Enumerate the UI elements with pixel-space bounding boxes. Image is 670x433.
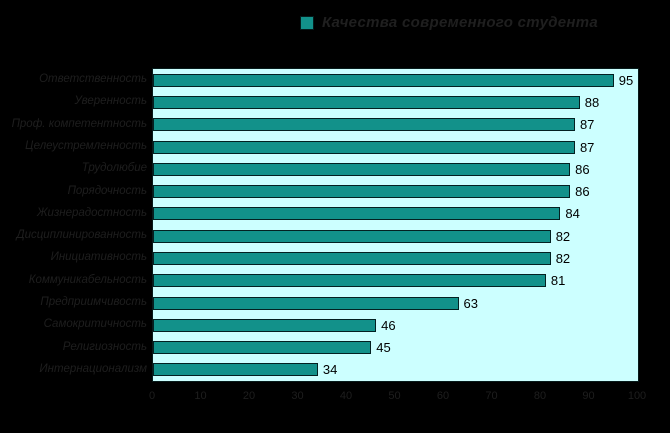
category-label: Проф. компетентность	[11, 117, 147, 130]
bar-value-label: 45	[376, 340, 391, 356]
bar	[153, 363, 318, 377]
bar	[153, 185, 571, 199]
legend: Качества современного студента	[300, 14, 598, 31]
bar-value-label: 81	[550, 273, 566, 289]
bar	[153, 229, 551, 243]
category-label: Инициативность	[50, 251, 147, 264]
category-label: Целеустремленность	[25, 140, 147, 152]
bar	[153, 207, 561, 221]
bar-value-label: 34	[322, 362, 338, 378]
legend-swatch-icon	[300, 15, 314, 30]
category-label: Уверенность	[74, 95, 147, 108]
category-label: Порядочность	[67, 184, 147, 197]
bar	[153, 73, 614, 87]
bar-value-label: 86	[575, 184, 590, 200]
bar-value-label: 86	[575, 161, 590, 177]
bar	[153, 118, 575, 132]
category-label: Предприимчивость	[40, 296, 147, 308]
x-tick-label: 0	[148, 390, 156, 402]
bar	[153, 318, 377, 332]
x-tick-label: 50	[388, 390, 401, 402]
legend-label: Качества современного студента	[322, 14, 599, 31]
bar-value-label: 87	[579, 139, 595, 155]
bar-value-label: 88	[584, 94, 600, 110]
bar-value-label: 63	[463, 295, 479, 311]
category-label: Ответственность	[39, 73, 147, 86]
x-tick-label: 10	[194, 390, 207, 402]
category-label: Интернационализм	[39, 362, 147, 375]
category-label: Коммуникабельность	[28, 273, 147, 286]
bar-value-label: 82	[555, 250, 571, 266]
category-label: Жизнерадостность	[37, 206, 147, 219]
bar-value-label: 87	[579, 117, 595, 133]
x-tick-label: 100	[627, 390, 647, 402]
category-label: Трудолюбие	[81, 162, 147, 175]
plot-area: 95 88 87 87 86 86 84 82 82 81 63 46 45 34	[152, 68, 639, 382]
bar-value-label: 82	[555, 228, 571, 244]
x-tick-label: 30	[291, 390, 304, 402]
x-tick-label: 90	[582, 390, 595, 402]
bar-value-label: 46	[381, 317, 396, 333]
x-tick-label: 80	[533, 390, 547, 402]
bar	[153, 341, 372, 355]
bar-value-label: 95	[618, 72, 634, 88]
category-label: Самокритичность	[43, 318, 147, 331]
bar	[153, 95, 580, 109]
x-tick-label: 20	[242, 390, 256, 402]
bar	[153, 296, 459, 310]
bar	[153, 274, 546, 288]
x-tick-label: 70	[485, 390, 498, 402]
bar	[153, 251, 551, 265]
bar	[153, 162, 571, 176]
category-label: Религиозность	[62, 340, 147, 353]
bar	[153, 140, 575, 154]
category-label: Дисциплинированность	[16, 229, 147, 242]
x-tick-label: 40	[339, 390, 353, 402]
x-tick-label: 60	[436, 390, 450, 402]
bar-value-label: 84	[565, 206, 580, 222]
